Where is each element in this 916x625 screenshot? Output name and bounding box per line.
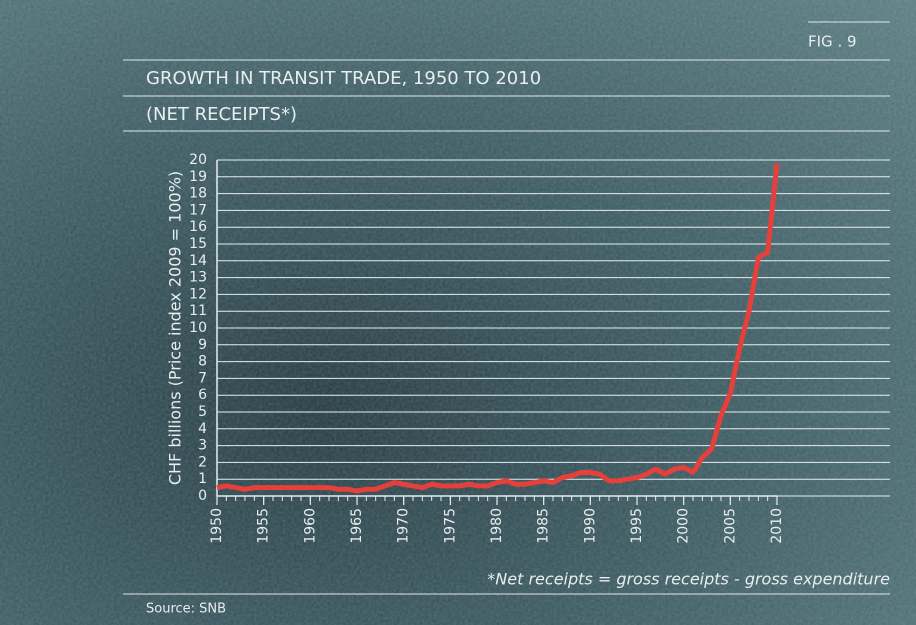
- y-tick-label: 6: [198, 387, 207, 403]
- y-tick-label: 19: [189, 169, 207, 185]
- chart-title: GROWTH IN TRANSIT TRADE, 1950 TO 2010: [146, 68, 541, 89]
- x-tick-label: 2005: [722, 508, 738, 544]
- x-tick-label: 2010: [769, 508, 785, 544]
- y-tick-label: 5: [198, 404, 207, 420]
- x-tick-label: 1975: [442, 508, 458, 544]
- chart-subtitle: (NET RECEIPTS*): [146, 104, 297, 125]
- y-tick-label: 15: [189, 236, 207, 252]
- y-tick-label: 16: [189, 219, 207, 235]
- figure-label: FIG . 9: [808, 33, 857, 51]
- y-tick-label: 0: [198, 488, 207, 504]
- y-tick-label: 9: [198, 337, 207, 353]
- x-tick-label: 1960: [302, 508, 318, 544]
- x-tick-label: 1955: [256, 508, 272, 544]
- x-tick-label: 1980: [489, 508, 505, 544]
- chart: FIG . 9 GROWTH IN TRANSIT TRADE, 1950 TO…: [0, 0, 916, 625]
- x-tick-label: 1965: [349, 508, 365, 544]
- footnote: *Net receipts = gross receipts - gross e…: [487, 570, 890, 589]
- y-tick-label: 3: [198, 438, 207, 454]
- x-tick-label: 1995: [629, 508, 645, 544]
- y-tick-label: 2: [198, 454, 207, 470]
- y-tick-label: 4: [198, 421, 207, 437]
- x-tick-label: 1950: [209, 508, 225, 544]
- source: Source: SNB: [146, 602, 226, 617]
- y-tick-label: 8: [198, 354, 207, 370]
- y-tick-label: 11: [189, 303, 207, 319]
- x-tick-label: 1970: [396, 508, 412, 544]
- y-tick-label: 10: [189, 320, 207, 336]
- y-tick-label: 14: [189, 253, 207, 269]
- y-tick-label: 18: [189, 186, 207, 202]
- x-tick-label: 2000: [676, 508, 692, 544]
- y-tick-label: 1: [198, 471, 207, 487]
- y-tick-label: 13: [189, 270, 207, 286]
- y-tick-label: 12: [189, 286, 207, 302]
- x-tick-label: 1985: [536, 508, 552, 544]
- x-tick-label: 1990: [582, 508, 598, 544]
- y-tick-label: 7: [198, 370, 207, 386]
- y-tick-label: 20: [189, 152, 207, 168]
- y-axis-label: CHF billions (Price index 2009 = 100%): [166, 171, 185, 485]
- y-tick-label: 17: [189, 202, 207, 218]
